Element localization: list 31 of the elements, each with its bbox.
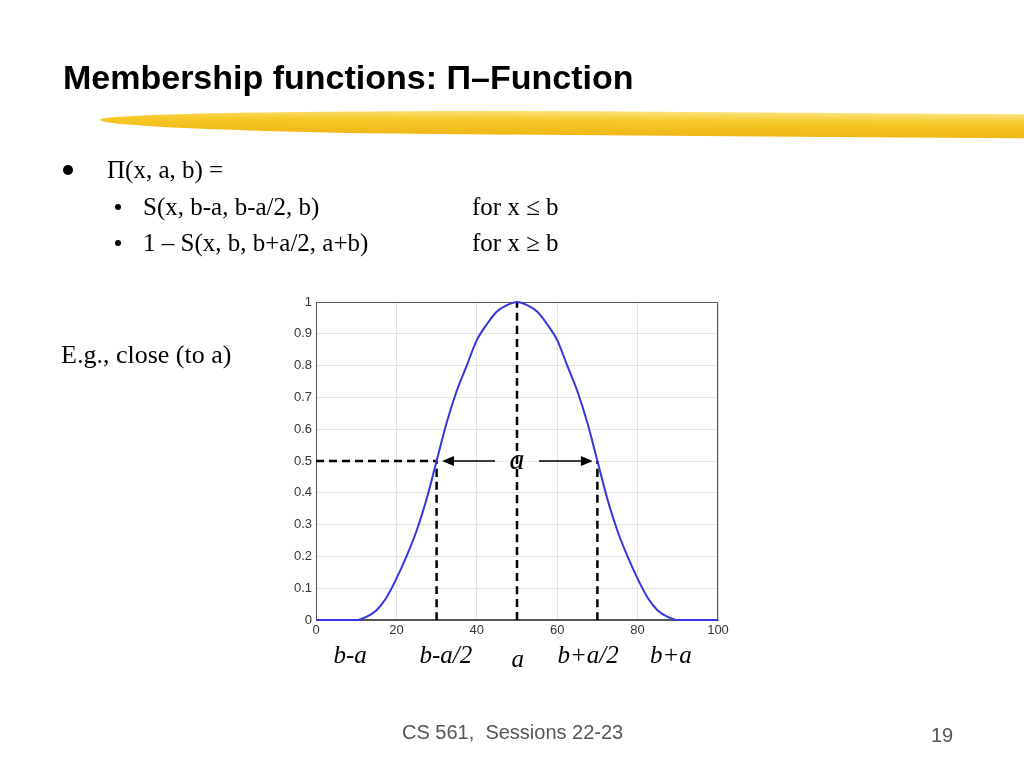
x-tick-label: 80	[630, 622, 645, 638]
x-tick-label: 20	[389, 622, 404, 638]
text: E.g., close (to a)	[61, 340, 232, 370]
y-tick-label: 0.2	[293, 547, 312, 563]
text: for x ≤ b	[472, 193, 559, 221]
annotation: a	[509, 441, 525, 475]
text: Π(x, a, b) =	[107, 156, 224, 184]
text: S(x, b-a, b-a/2, b)	[143, 193, 320, 221]
text: for x ≥ b	[472, 229, 559, 257]
text: b+a/2	[557, 641, 619, 669]
y-tick-label: 1	[304, 293, 312, 309]
text: b+a	[650, 641, 692, 669]
y-tick-label: 0	[304, 611, 312, 627]
chart-title: Membership functions: Π–Function	[63, 58, 634, 96]
text: a	[511, 645, 524, 673]
y-tick-label: 0.5	[293, 452, 312, 468]
text: 1 – S(x, b, b+a/2, a+b)	[143, 229, 369, 257]
text: 19	[931, 723, 954, 747]
x-tick-label: 100	[707, 622, 729, 638]
text: b-a/2	[419, 641, 473, 669]
y-tick-label: 0.4	[293, 484, 312, 500]
y-tick-label: 0.9	[293, 325, 312, 341]
x-tick-label: 40	[469, 622, 485, 638]
y-tick-label: 0.1	[293, 579, 312, 595]
y-tick-label: 0.7	[293, 388, 312, 404]
text: b-a	[333, 641, 367, 669]
y-tick-label: 0.6	[293, 420, 312, 436]
y-tick-label: 0.8	[293, 357, 312, 373]
x-tick-label: 60	[549, 622, 565, 638]
y-tick-label: 0.3	[293, 516, 312, 532]
text: CS 561, Sessions 22-23	[402, 720, 624, 744]
